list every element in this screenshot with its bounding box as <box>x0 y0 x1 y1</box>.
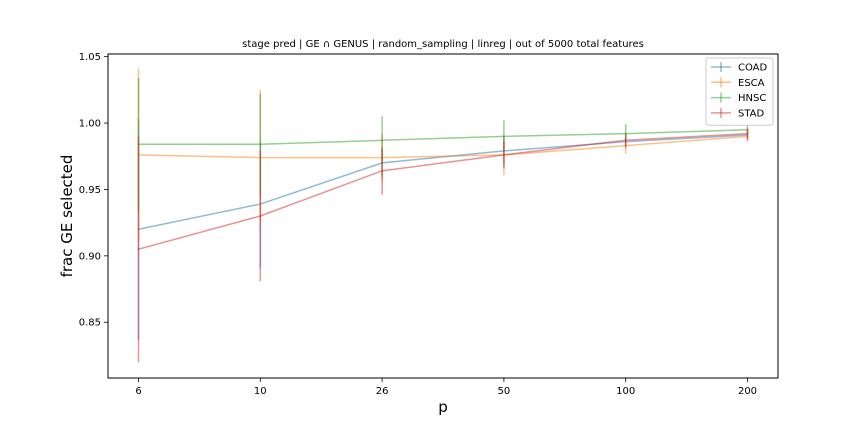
y-tick-label: 0.95 <box>79 185 101 196</box>
legend-label: ESCA <box>738 78 765 89</box>
x-tick-label: 200 <box>738 386 757 397</box>
x-axis-label: p <box>438 398 448 416</box>
series-hnsc <box>137 77 749 211</box>
legend-label: STAD <box>738 108 765 119</box>
axes-frame <box>107 53 779 379</box>
x-tick-label: 10 <box>254 386 267 397</box>
chart-title: stage pred | GE ∩ GENUS | random_samplin… <box>242 39 644 50</box>
data-point <box>381 139 383 142</box>
legend: COAD ESCA HNSC STAD <box>705 57 774 126</box>
legend-label: HNSC <box>738 93 766 104</box>
y-axis-label: frac GE selected <box>58 155 76 278</box>
x-tick-label: 26 <box>376 386 389 397</box>
y-tick-label: 0.85 <box>79 318 101 329</box>
legend-item-coad: COAD <box>711 62 768 74</box>
series-line <box>138 134 748 231</box>
y-tick-label: 0.90 <box>79 251 101 262</box>
series-coad <box>137 119 749 340</box>
data-point <box>259 143 262 146</box>
legend-item-esca: ESCA <box>711 77 765 89</box>
data-point <box>503 154 505 156</box>
legend-item-hnsc: HNSC <box>711 92 766 104</box>
series-stad <box>137 128 749 363</box>
series-line <box>138 132 748 250</box>
plot-area <box>137 68 749 363</box>
legend-box <box>705 57 774 126</box>
series-line <box>138 128 748 146</box>
data-point <box>259 215 262 217</box>
data-point <box>503 135 505 138</box>
data-point <box>746 132 749 135</box>
legend-item-stad: STAD <box>711 107 765 119</box>
x-tick-label: 50 <box>498 386 511 397</box>
legend-label: COAD <box>738 63 768 74</box>
y-tick-label: 1.00 <box>79 119 101 130</box>
x-tick-label: 100 <box>616 386 635 397</box>
series-esca <box>137 68 749 242</box>
x-axis: 6 10 26 50 100 200 <box>135 378 757 397</box>
data-point <box>137 248 140 250</box>
series-line <box>138 135 748 159</box>
y-tick-label: 1.05 <box>79 52 101 63</box>
y-axis: 0.85 0.90 0.95 1.00 1.05 <box>79 52 108 329</box>
x-tick-label: 6 <box>135 386 141 397</box>
data-point <box>624 139 627 142</box>
data-point <box>381 170 383 172</box>
